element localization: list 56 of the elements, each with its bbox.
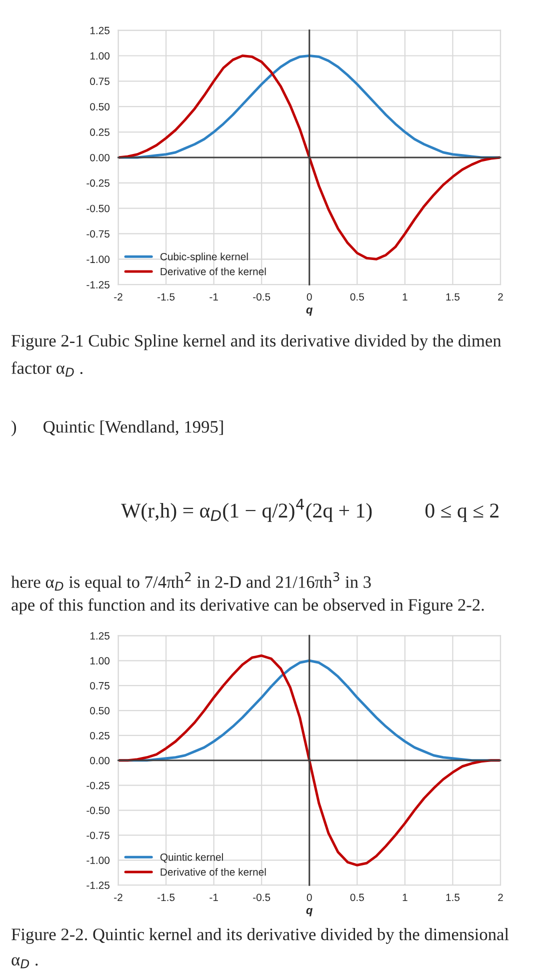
x-tick-label: -2 — [114, 894, 122, 901]
x-tick-label: 1 — [402, 293, 408, 300]
line-series — [118, 654, 500, 866]
text: ape of this function and its derivative can be observed in Figure 2-2. — [12, 598, 484, 614]
x-tick-label: -2 — [114, 293, 122, 300]
text: α$_{D}$ . — [12, 957, 38, 968]
y-tick-label: -0.25 — [86, 782, 110, 790]
x-tick-label: 2 — [498, 894, 503, 901]
caption: Figure 2-2. Quintic kernel and its derivative divided by the dimensional — [12, 928, 509, 944]
y-tick-label: 0.00 — [90, 154, 110, 162]
y-tick-label: 1.25 — [90, 632, 110, 640]
x-tick-label: -1 — [210, 894, 218, 901]
y-tick-label: 1.00 — [90, 657, 110, 665]
y-tick-label: 0.50 — [90, 103, 110, 110]
y-tick-label: 1.00 — [90, 52, 110, 60]
y-tick-label: 0.25 — [90, 732, 110, 740]
x-tick-label: 0 — [306, 293, 312, 301]
y-tick-label: -1.00 — [86, 856, 110, 864]
x-tick-label: 2 — [498, 293, 503, 300]
y-tick-label: -1.25 — [86, 882, 110, 889]
text: ) Quintic [Wendland, 1995] — [12, 420, 223, 436]
text: factor α$_{D}$ . — [12, 362, 82, 377]
x-axis-title: q — [306, 307, 313, 316]
y-tick-label: -1.25 — [86, 281, 110, 288]
y-tick-label: 0.00 — [90, 756, 110, 764]
y-tick-label: -0.50 — [86, 204, 110, 212]
legend-label: Cubic-spline kernel — [160, 252, 248, 262]
x-tick-label: 0.5 — [350, 894, 364, 902]
y-tick-label: -0.75 — [86, 230, 110, 238]
y-tick-label: 0.75 — [90, 682, 110, 690]
x-tick-label: -1.5 — [158, 894, 175, 902]
caption: Figure 2-1 Cubic Spline kernel and its derivative divided by the dimen — [12, 334, 502, 350]
legend-label: Derivative of the kernel — [160, 268, 266, 276]
y-tick-label: 0.25 — [90, 128, 110, 136]
x-tick-label: 1.5 — [446, 894, 460, 902]
text: here α$_{D}$ is equal to 7/4πh$^{2}$ in 2-D and 21/16πh$^{3}$ in 3 — [11, 572, 371, 592]
x-tick-label: -0.5 — [253, 894, 270, 902]
x-tick-label: 0.5 — [350, 293, 364, 301]
y-tick-label: 0.75 — [90, 78, 110, 86]
y-tick-label: -0.25 — [86, 179, 110, 187]
legend-label: Quintic kernel — [160, 853, 223, 863]
y-tick-label: -1.00 — [86, 256, 110, 264]
x-tick-label: -0.5 — [253, 293, 270, 301]
x-tick-label: 1.5 — [446, 293, 460, 301]
y-tick-label: 0.50 — [90, 707, 110, 714]
text: W(r,h) = α$_{D}$(1 − q/2)$^{4}$(2q + 1) 0 ≤ q ≤ 2 — [121, 498, 498, 522]
y-tick-label: -0.75 — [86, 832, 110, 840]
x-tick-label: 1 — [402, 894, 408, 901]
x-tick-label: 0 — [306, 894, 312, 902]
x-axis-title: q — [306, 908, 313, 916]
x-tick-label: -1 — [210, 293, 218, 300]
y-tick-label: 1.25 — [90, 26, 110, 34]
legend-label: Derivative of the kernel — [160, 868, 266, 876]
x-tick-label: -1.5 — [158, 293, 175, 301]
line-series — [118, 54, 500, 260]
y-tick-label: -0.50 — [86, 806, 110, 814]
